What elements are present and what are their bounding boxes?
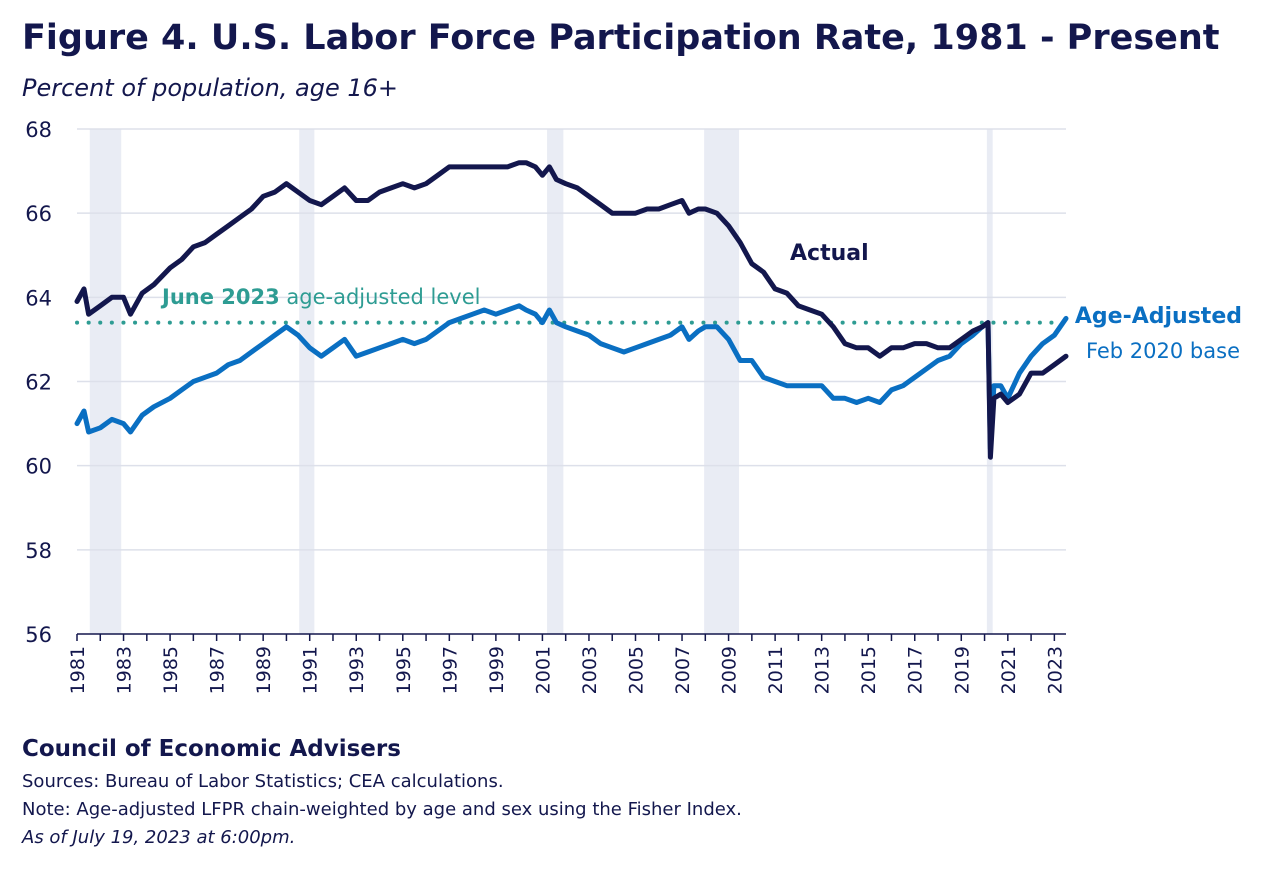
- x-tick-label: 1983: [114, 646, 136, 694]
- reference-label-rest: age-adjusted level: [280, 285, 481, 309]
- footer-asof: As of July 19, 2023 at 6:00pm.: [22, 827, 296, 848]
- x-tick-label: 1989: [253, 646, 275, 694]
- x-tick-label: 2001: [532, 646, 554, 694]
- x-tick-label: 1991: [300, 646, 322, 694]
- x-tick-label: 2005: [625, 646, 647, 694]
- y-tick-label: 66: [25, 202, 52, 226]
- reference-line-label: June 2023 age-adjusted level: [160, 285, 480, 309]
- x-tick-label: 2015: [858, 646, 880, 694]
- x-tick-label: 2011: [765, 646, 787, 694]
- series-labels: Actual Age-Adjusted Feb 2020 base: [790, 241, 1242, 363]
- x-tick-label: 2009: [719, 646, 741, 694]
- footer: Council of Economic Advisers Sources: Bu…: [22, 736, 742, 852]
- footer-organization: Council of Economic Advisers: [22, 736, 401, 762]
- series-age-adjusted-sublabel: Feb 2020 base: [1086, 339, 1240, 363]
- x-tick-label: 2007: [672, 646, 694, 694]
- x-tick-label: 1987: [207, 646, 229, 694]
- y-tick-label: 60: [25, 455, 52, 479]
- y-tick-label: 64: [25, 286, 52, 310]
- series-age-adjusted-label: Age-Adjusted: [1075, 304, 1242, 329]
- x-tick-label: 2019: [951, 646, 973, 694]
- x-tick-label: 2023: [1044, 646, 1066, 694]
- line-chart: 56 58 60 62 64 66 68 1981 1983 1985 1987 1989 1991 19…: [25, 118, 1242, 694]
- series-lines: [74, 160, 1069, 460]
- x-tick-label: 1999: [486, 646, 508, 694]
- x-tick-label: 1993: [346, 646, 368, 694]
- x-tick-label: 1981: [67, 646, 89, 694]
- chart-subtitle: Percent of population, age 16+: [22, 74, 399, 102]
- x-tick-label: 1985: [160, 646, 182, 694]
- y-tick-label: 56: [25, 623, 52, 647]
- series-actual-label: Actual: [790, 241, 869, 266]
- chart-title: Figure 4. U.S. Labor Force Participation…: [22, 18, 1220, 58]
- axes: 56 58 60 62 64 66 68 1981 1983 1985 1987 1989 1991 19…: [25, 118, 1066, 694]
- reference-line-group: June 2023 age-adjusted level: [75, 285, 1068, 325]
- series-age-adjusted-line: [74, 303, 1069, 452]
- gridlines: [77, 128, 1066, 551]
- x-tick-label: 2003: [579, 646, 601, 694]
- x-tick-label: 1995: [393, 646, 415, 694]
- y-tick-label: 58: [25, 539, 52, 563]
- x-tick-label: 2021: [998, 646, 1020, 694]
- y-tick-label: 68: [25, 118, 52, 142]
- x-tick-label: 2013: [812, 646, 834, 694]
- y-tick-label: 62: [25, 371, 52, 395]
- series-actual-line: [74, 160, 1069, 460]
- footer-note: Note: Age-adjusted LFPR chain-weighted b…: [22, 799, 742, 820]
- reference-label-bold: June 2023: [160, 285, 280, 309]
- x-tick-label: 1997: [439, 646, 461, 694]
- x-tick-label: 2017: [905, 646, 927, 694]
- footer-sources: Sources: Bureau of Labor Statistics; CEA…: [22, 771, 504, 792]
